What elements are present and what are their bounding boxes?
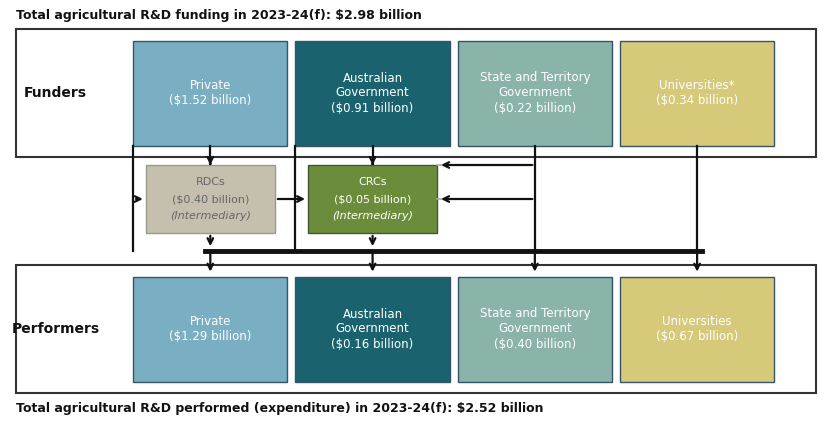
FancyBboxPatch shape: [619, 40, 773, 145]
Text: (Intermediary): (Intermediary): [332, 211, 412, 221]
Text: Universities
($0.67 billion): Universities ($0.67 billion): [655, 315, 738, 343]
Text: Funders: Funders: [24, 86, 87, 100]
Text: State and Territory
Government
($0.22 billion): State and Territory Government ($0.22 bi…: [479, 72, 590, 115]
Text: CRCs: CRCs: [358, 177, 387, 187]
FancyBboxPatch shape: [457, 277, 611, 381]
FancyBboxPatch shape: [457, 40, 611, 145]
Text: Australian
Government
($0.91 billion): Australian Government ($0.91 billion): [331, 72, 413, 115]
FancyBboxPatch shape: [133, 277, 287, 381]
Text: Performers: Performers: [12, 322, 99, 336]
FancyBboxPatch shape: [133, 40, 287, 145]
Text: Total agricultural R&D performed (expenditure) in 2023-24(f): $2.52 billion: Total agricultural R&D performed (expend…: [16, 402, 542, 415]
Text: Private
($1.52 billion): Private ($1.52 billion): [169, 79, 251, 107]
Text: Universities*
($0.34 billion): Universities* ($0.34 billion): [655, 79, 737, 107]
Text: RDCs: RDCs: [195, 177, 225, 187]
Text: Total agricultural R&D funding in 2023-24(f): $2.98 billion: Total agricultural R&D funding in 2023-2…: [16, 9, 421, 22]
Text: ($0.40 billion): ($0.40 billion): [171, 194, 248, 204]
Text: State and Territory
Government
($0.40 billion): State and Territory Government ($0.40 bi…: [479, 308, 590, 350]
Text: (Intermediary): (Intermediary): [170, 211, 251, 221]
Text: Private
($1.29 billion): Private ($1.29 billion): [169, 315, 251, 343]
FancyBboxPatch shape: [307, 165, 436, 233]
FancyBboxPatch shape: [619, 277, 773, 381]
FancyBboxPatch shape: [146, 165, 275, 233]
FancyBboxPatch shape: [295, 40, 449, 145]
Text: Australian
Government
($0.16 billion): Australian Government ($0.16 billion): [331, 308, 413, 350]
FancyBboxPatch shape: [295, 277, 449, 381]
Text: ($0.05 billion): ($0.05 billion): [334, 194, 411, 204]
